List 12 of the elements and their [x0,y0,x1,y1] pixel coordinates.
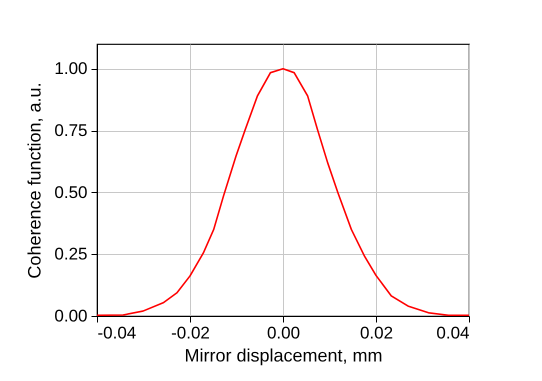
x-tick-label: 0.00 [266,324,300,342]
x-tick-label: 0.02 [360,324,394,342]
x-tick-label: -0.02 [171,324,210,342]
y-tick-label: 1.00 [54,59,88,78]
x-tick-label: 0.04 [436,324,470,342]
x-axis-title: Mirror displacement, mm [184,346,383,366]
y-axis-title: Coherence function, a.u. [24,82,44,279]
y-tick-label: 0.00 [54,306,88,326]
y-tick-label: 0.75 [54,121,88,140]
x-tick-label: -0.04 [98,324,136,342]
y-tick-label: 0.50 [54,182,88,202]
y-tick-label: 0.25 [54,244,88,264]
